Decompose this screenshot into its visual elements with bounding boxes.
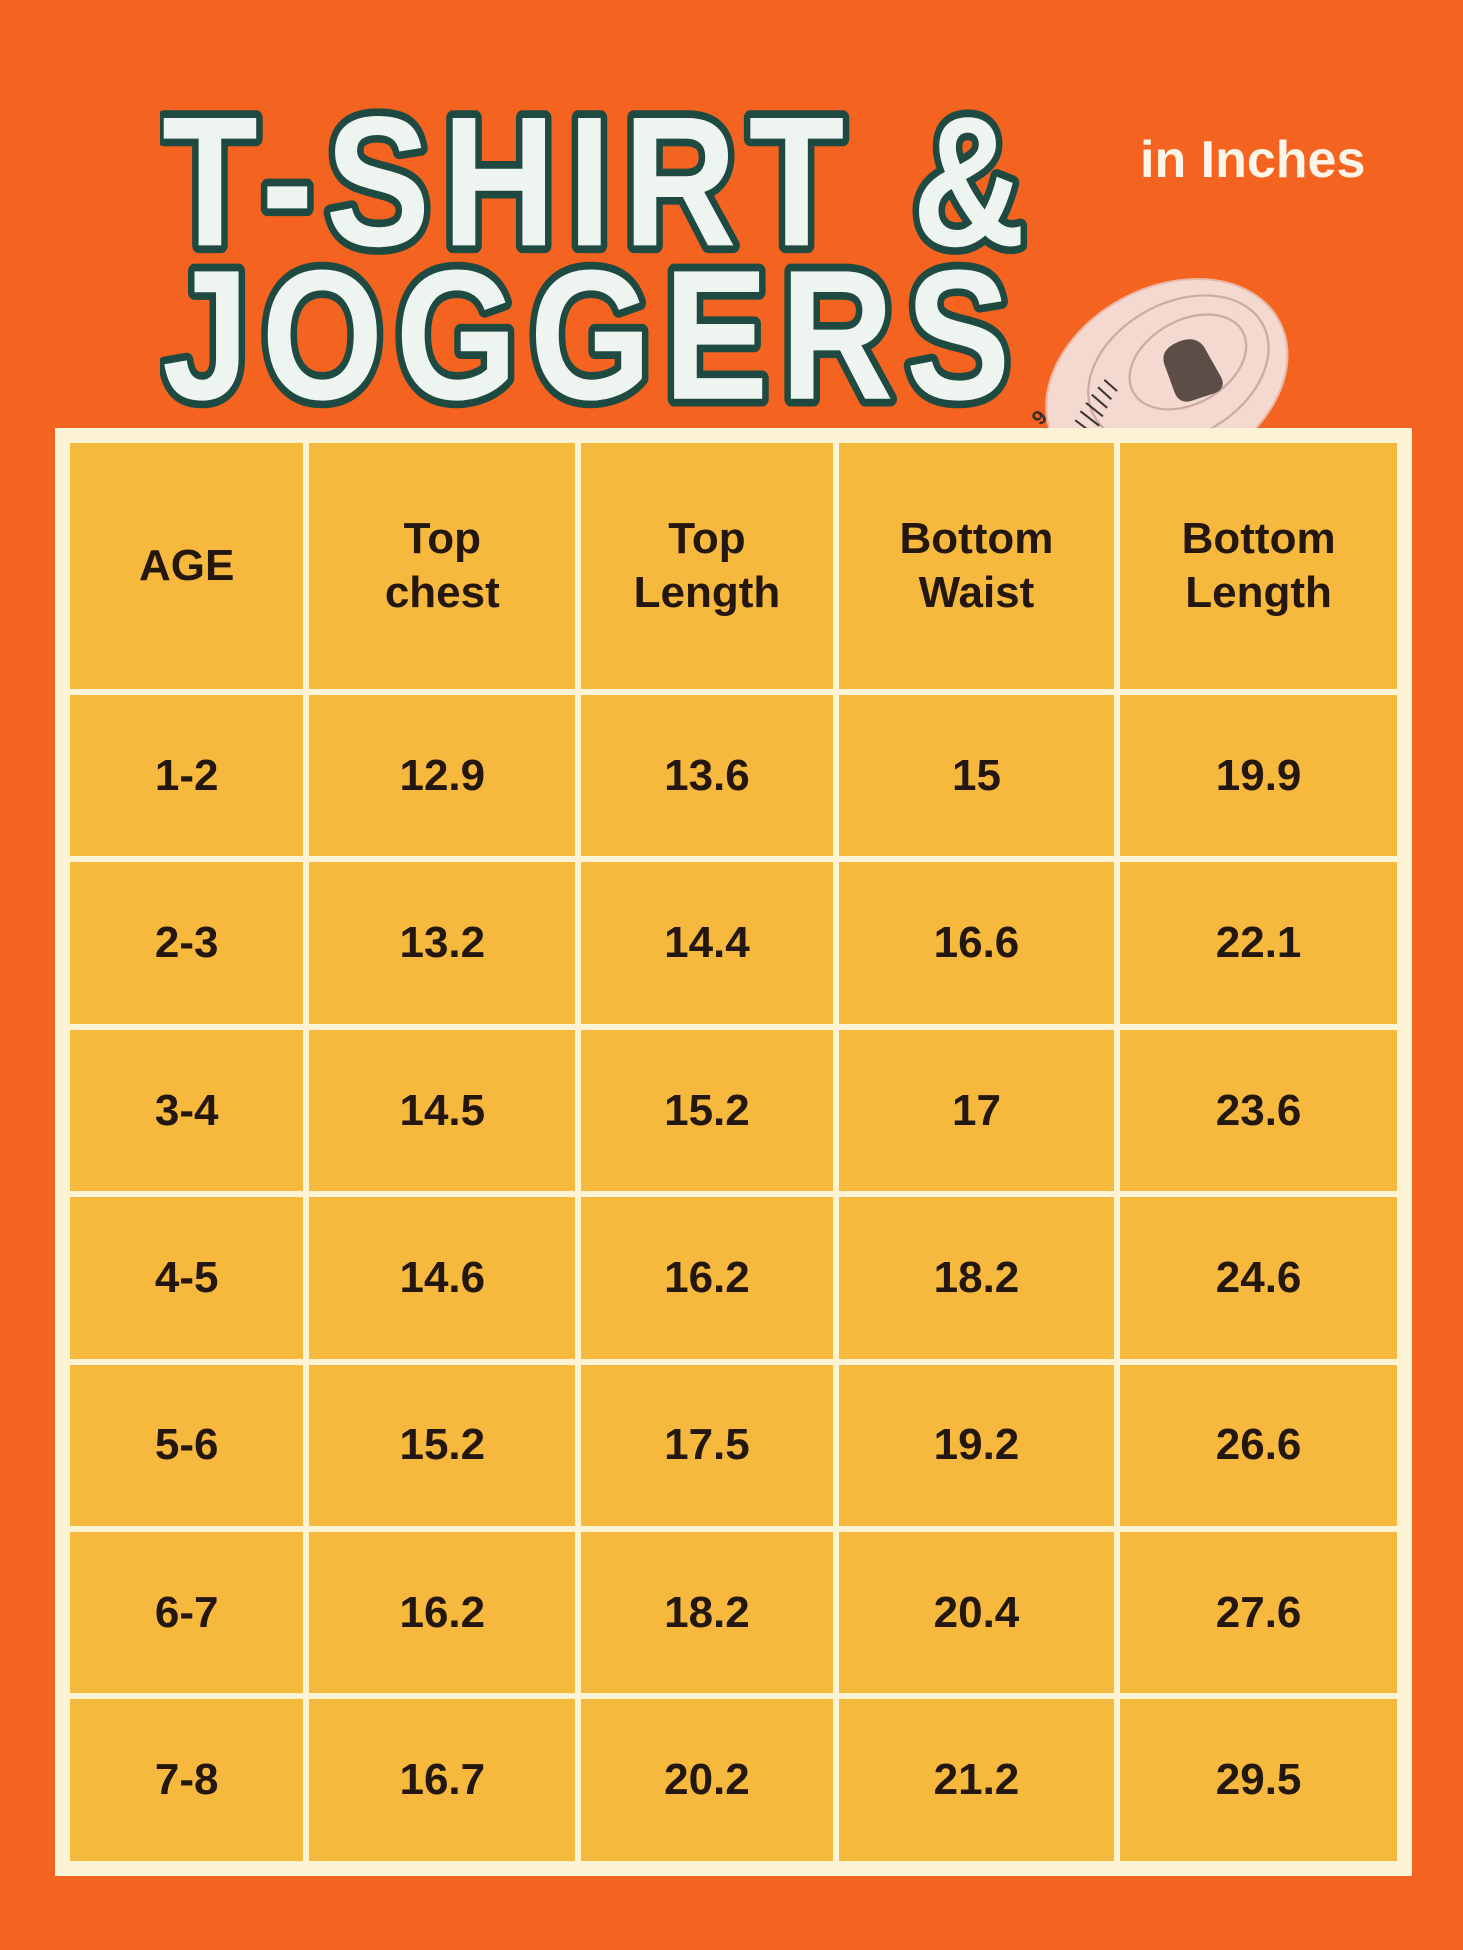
svg-text:JOGGERS: JOGGERS [162,233,1022,432]
